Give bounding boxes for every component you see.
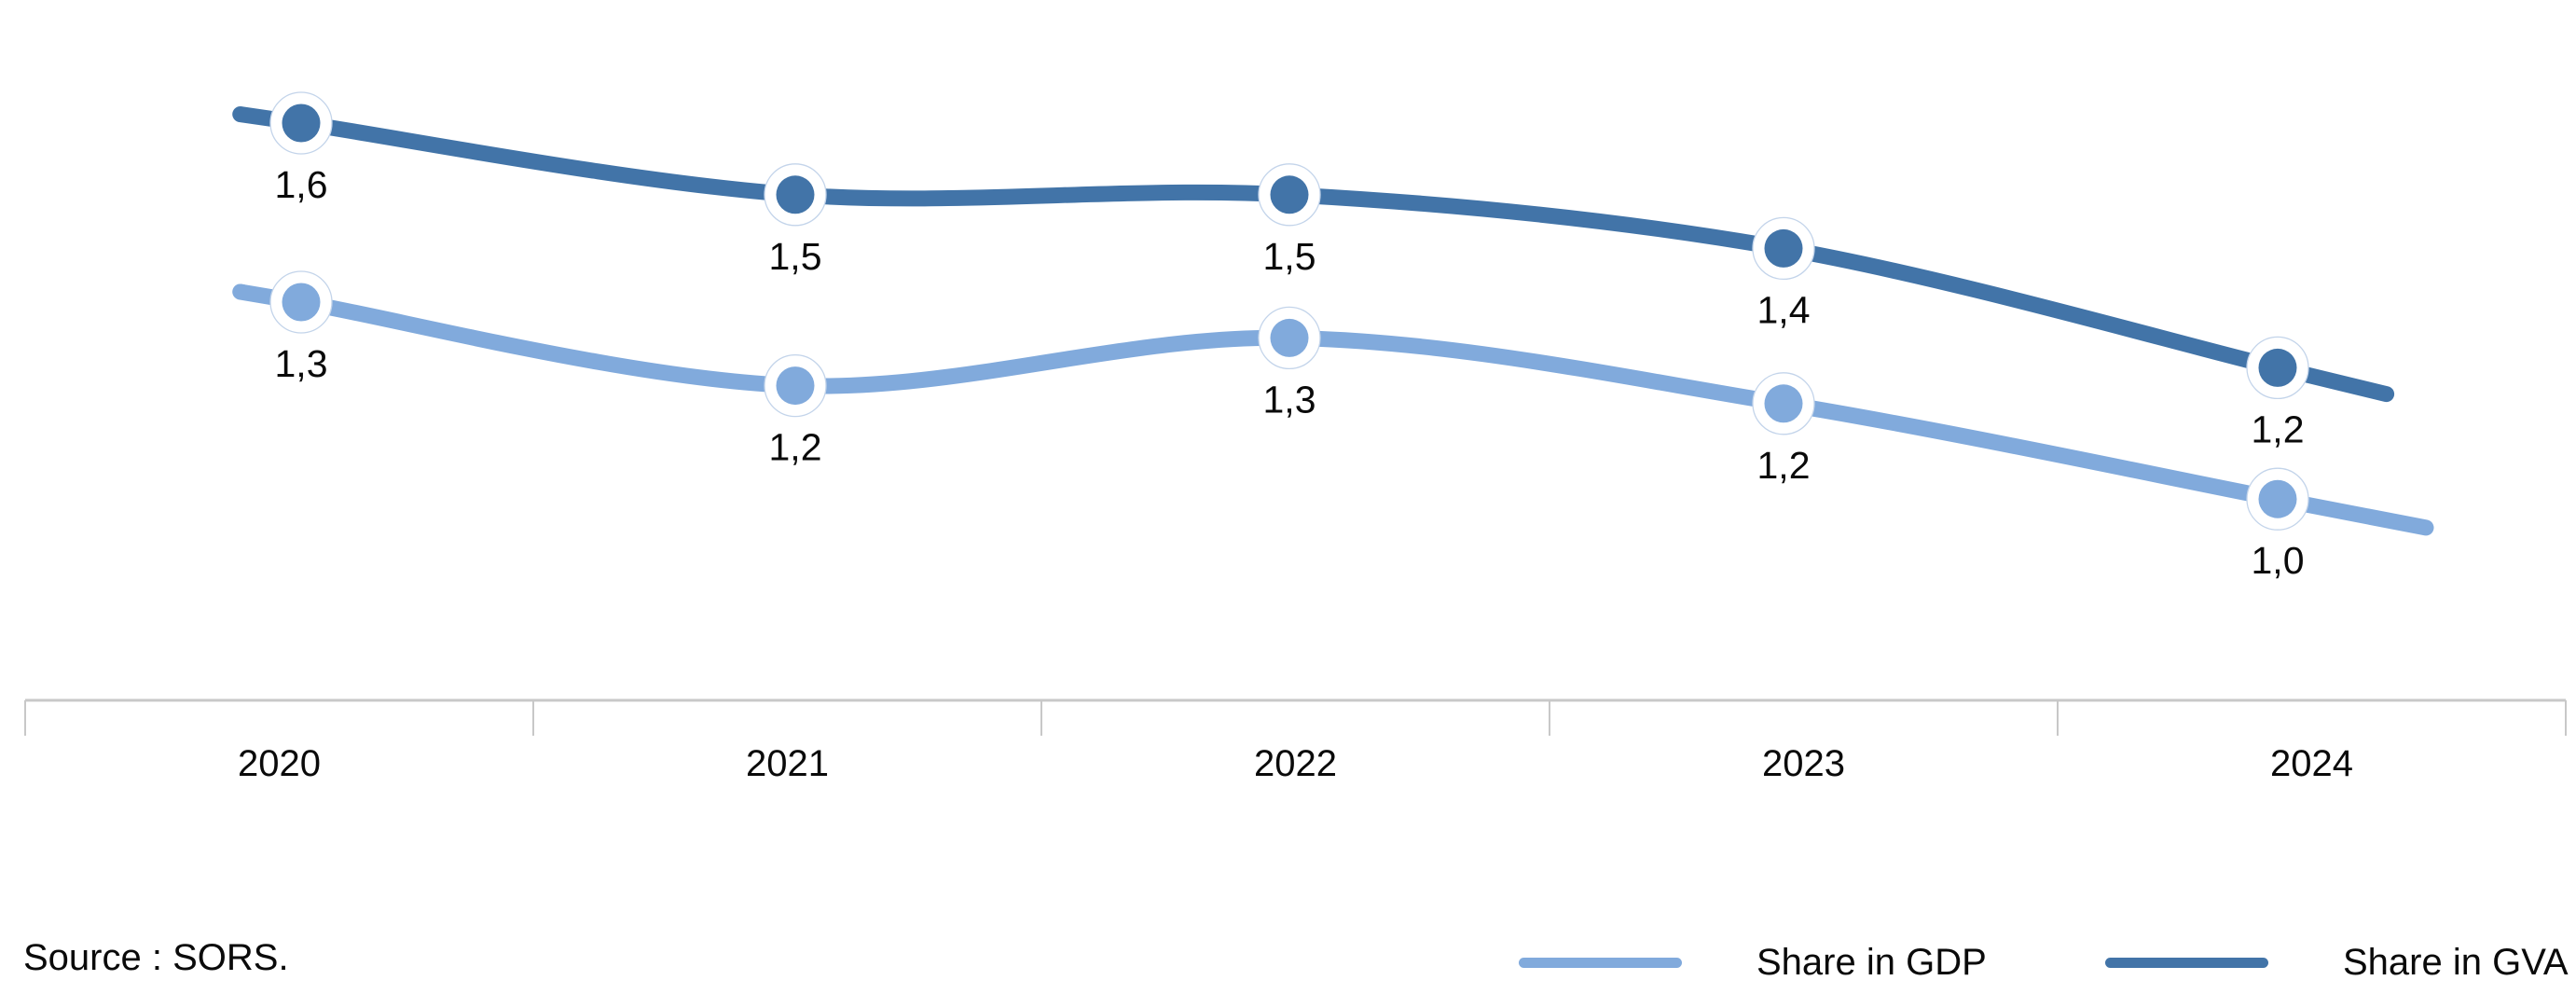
data-label: 1,6 [275, 163, 328, 206]
x-axis-label: 2020 [238, 743, 321, 784]
marker-dot [282, 104, 321, 143]
data-label-layer: 1,3 1,2 1,3 1,2 1,0 1,6 1,5 1,5 1,4 1,2 [275, 163, 2305, 582]
data-label: 1,3 [275, 342, 328, 385]
data-point-marker-share-in-gdp-2022 [1258, 306, 1321, 370]
data-point-marker-share-in-gdp-2024 [2246, 467, 2309, 531]
data-point-marker-share-in-gva-2020 [269, 91, 333, 155]
data-point-marker-share-in-gva-2022 [1258, 163, 1321, 227]
marker-dot [1764, 228, 1803, 268]
legend-item-share-in-gdp: Share in GDP [1519, 942, 1987, 983]
data-point-marker-share-in-gdp-2021 [764, 353, 827, 418]
x-axis: 2020 2021 2022 2023 2024 [24, 698, 2567, 784]
data-label: 1,5 [769, 235, 822, 278]
data-label: 1,2 [1757, 444, 1811, 487]
data-label: 1,5 [1263, 235, 1316, 278]
data-point-marker-share-in-gdp-2023 [1752, 372, 1815, 435]
legend-label-gdp: Share in GDP [1756, 942, 1987, 983]
legend: Share in GDP Share in GVA [0, 942, 2576, 983]
marker-dot [2258, 479, 2297, 518]
x-axis-label: 2023 [1762, 743, 1845, 784]
x-axis-label: 2022 [1254, 743, 1337, 784]
marker-dot [2258, 348, 2297, 387]
legend-swatch-gva [2105, 957, 2268, 968]
source-note: Source : SORS. [23, 937, 289, 978]
series-layer [232, 106, 2434, 536]
marker-dot [282, 283, 321, 322]
legend-swatch-gdp [1519, 957, 1682, 968]
data-point-marker-share-in-gdp-2020 [269, 270, 333, 334]
x-axis-label: 2021 [746, 743, 829, 784]
data-label: 1,4 [1757, 288, 1811, 331]
x-axis-label: 2024 [2270, 743, 2353, 784]
marker-layer [269, 91, 2309, 531]
data-point-marker-share-in-gva-2023 [1752, 216, 1815, 281]
marker-dot [1270, 175, 1309, 214]
data-label: 1,2 [2252, 407, 2305, 450]
marker-dot [1270, 318, 1309, 357]
data-label: 1,0 [2252, 539, 2305, 582]
marker-dot [1764, 384, 1803, 423]
marker-dot [776, 366, 815, 406]
data-label: 1,2 [769, 426, 822, 469]
marker-dot [776, 175, 815, 214]
legend-item-share-in-gva: Share in GVA [2105, 942, 2569, 983]
data-label: 1,3 [1263, 378, 1316, 421]
data-point-marker-share-in-gva-2021 [764, 163, 827, 227]
data-point-marker-share-in-gva-2024 [2246, 336, 2309, 400]
legend-label-gva: Share in GVA [2343, 942, 2569, 983]
